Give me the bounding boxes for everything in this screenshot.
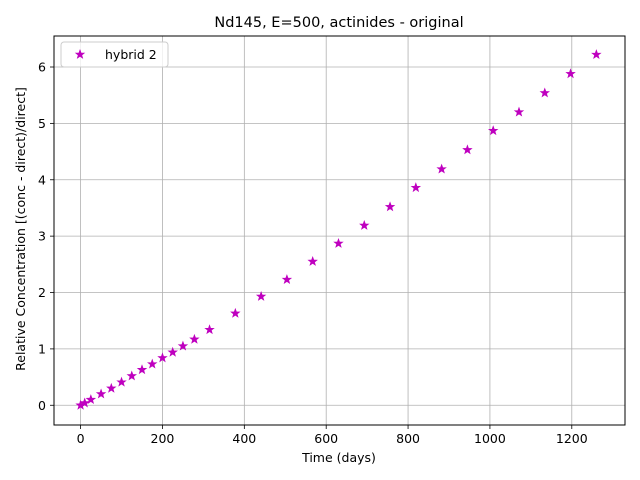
data-point — [204, 324, 215, 335]
data-point — [177, 340, 189, 351]
data-point — [539, 87, 550, 98]
data-point — [85, 394, 97, 405]
data-point — [255, 290, 267, 301]
grid — [54, 36, 625, 425]
data-point — [513, 106, 525, 117]
y-axis-label: Relative Concentration [(conc - direct)/… — [13, 87, 28, 371]
data-point — [189, 333, 200, 344]
data-point — [359, 219, 370, 230]
legend-marker-icon — [74, 49, 86, 59]
data-point — [333, 237, 344, 248]
x-tick-label: 1200 — [556, 431, 588, 446]
x-tick-label: 600 — [314, 431, 338, 446]
data-point — [384, 201, 396, 212]
x-axis: 0 200 400 600 800 1000 1200 — [77, 425, 588, 446]
data-point — [281, 274, 293, 284]
data-point — [462, 144, 473, 155]
x-tick-label: 0 — [77, 431, 85, 446]
legend-star-icon — [74, 49, 86, 59]
y-tick-label: 1 — [38, 341, 46, 356]
data-point — [487, 125, 499, 136]
data-point — [106, 382, 117, 393]
data-points — [75, 49, 602, 410]
data-point — [565, 68, 576, 79]
x-tick-label: 1000 — [474, 431, 506, 446]
data-point — [230, 307, 241, 318]
y-tick-label: 4 — [38, 172, 46, 187]
x-axis-label: Time (days) — [301, 450, 376, 465]
data-point — [157, 352, 168, 363]
data-point — [307, 256, 318, 266]
y-tick-label: 6 — [38, 60, 46, 75]
y-tick-label: 2 — [38, 285, 46, 300]
x-tick-label: 800 — [396, 431, 420, 446]
plot-frame — [53, 35, 626, 426]
x-tick-label: 200 — [151, 431, 175, 446]
data-point — [147, 358, 158, 369]
y-tick-label: 0 — [38, 398, 46, 413]
data-point — [79, 397, 90, 408]
legend-box — [60, 41, 169, 68]
data-point — [410, 182, 422, 193]
data-point — [136, 364, 148, 375]
y-tick-label: 3 — [38, 229, 46, 244]
data-point — [167, 346, 178, 357]
legend: hybrid 2 — [60, 41, 169, 68]
x-tick-label: 400 — [232, 431, 256, 446]
data-point — [436, 163, 447, 174]
data-point — [591, 49, 602, 60]
data-point — [95, 388, 107, 399]
y-axis: 0 1 2 3 4 5 6 — [38, 60, 54, 413]
legend-entry-label: hybrid 2 — [105, 47, 157, 62]
data-point — [126, 370, 137, 381]
y-tick-label: 5 — [38, 116, 46, 131]
chart-title: Nd145, E=500, actinides - original — [214, 15, 463, 31]
data-point — [116, 376, 127, 387]
